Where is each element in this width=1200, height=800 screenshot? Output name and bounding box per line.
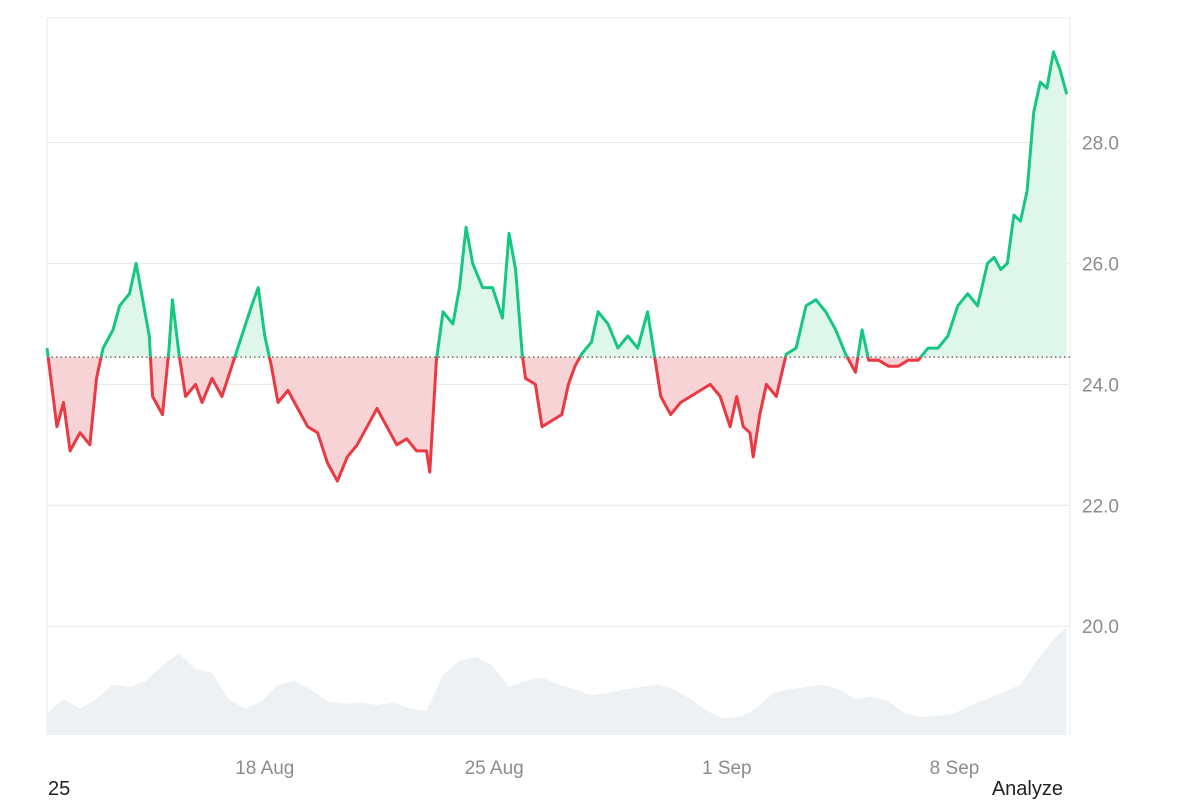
y-tick-label: 24.0 xyxy=(1082,375,1119,396)
y-tick-label: 28.0 xyxy=(1082,134,1119,155)
x-tick-label: 1 Sep xyxy=(702,758,752,779)
x-tick-label: 25 Aug xyxy=(465,758,524,779)
y-tick-label: 22.0 xyxy=(1082,496,1119,517)
analyze-link[interactable]: Analyze xyxy=(991,778,1063,800)
footer-left-text: 25 xyxy=(48,778,71,800)
up-fill-area xyxy=(47,51,1067,358)
volume-area xyxy=(47,627,1067,735)
price-line xyxy=(45,50,1069,483)
y-tick-label: 20.0 xyxy=(1082,617,1119,638)
x-tick-label: 18 Aug xyxy=(235,758,294,779)
price-line-down xyxy=(46,357,923,483)
y-axis-labels: 20.0 22.0 24.0 26.0 28.0 xyxy=(1082,134,1119,639)
price-fill xyxy=(47,51,1067,482)
y-tick-label: 26.0 xyxy=(1082,254,1119,275)
down-fill-area xyxy=(47,357,1067,482)
x-tick-label: 8 Sep xyxy=(930,758,980,779)
volume-area-path xyxy=(47,627,1067,735)
x-axis-labels: 18 Aug 25 Aug 1 Sep 8 Sep xyxy=(235,758,979,779)
